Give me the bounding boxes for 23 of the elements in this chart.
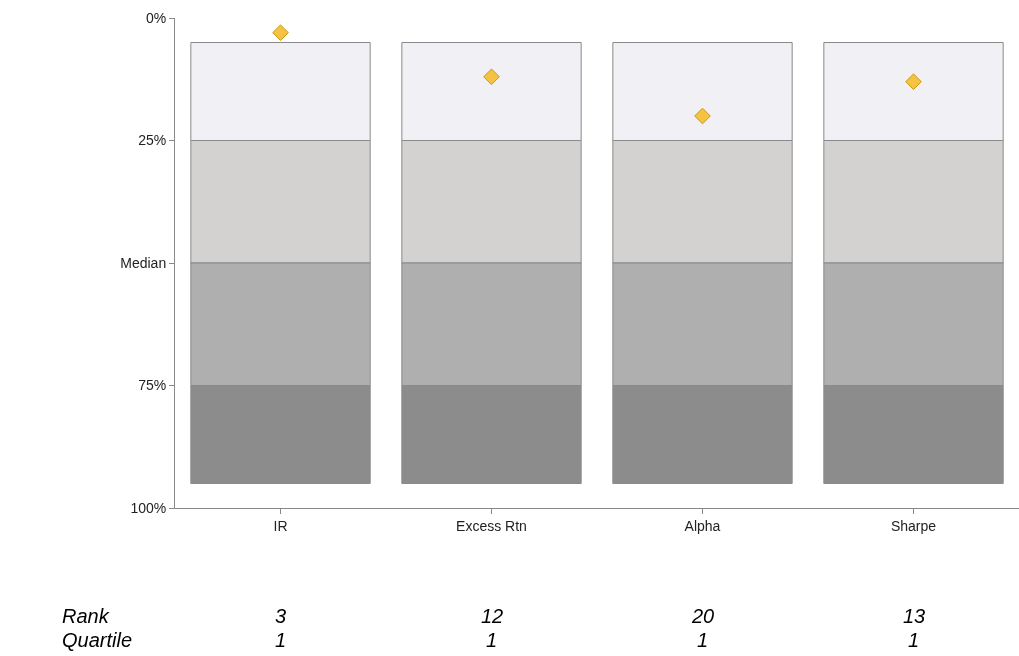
- text: 1: [908, 629, 920, 651]
- point: [483, 68, 500, 86]
- x-tick-label: Sharpe: [890, 517, 937, 534]
- text: 1: [697, 629, 709, 651]
- data-label: 12: [481, 605, 504, 627]
- point: [905, 73, 922, 90]
- x-tick-label: IR: [273, 517, 288, 534]
- data-label: 3: [275, 605, 287, 627]
- point: [272, 24, 289, 41]
- text: Quartile: [62, 629, 133, 651]
- text: Rank: [62, 605, 110, 627]
- y-tick-label: Median: [120, 254, 167, 271]
- x-tick-label: Excess Rtn: [456, 517, 527, 534]
- x-tick-label: Alpha: [684, 517, 721, 534]
- data-label: 13: [903, 605, 926, 627]
- text: 1: [275, 629, 287, 651]
- text: 1: [486, 629, 498, 651]
- data-label: 20: [691, 605, 715, 627]
- y-tick-label: 25%: [138, 132, 167, 149]
- y-tick-label: 75%: [138, 377, 167, 394]
- point: [694, 107, 711, 125]
- y-tick-label: 100%: [130, 499, 167, 516]
- y-tick-label: 0%: [145, 9, 167, 26]
